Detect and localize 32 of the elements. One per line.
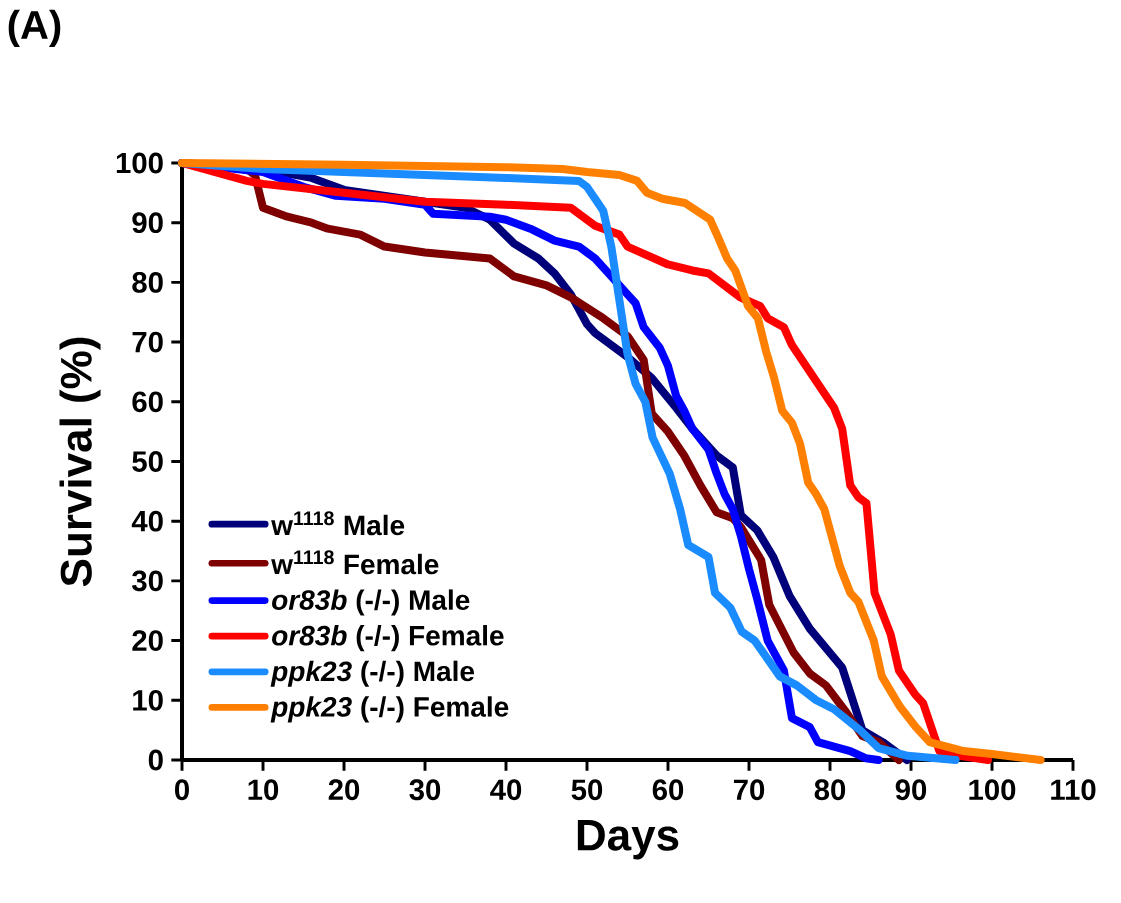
x-tick-label: 20 (328, 779, 360, 801)
y-tick-label: 80 (132, 271, 163, 293)
x-tick-label: 110 (1051, 779, 1096, 801)
y-tick-label: 50 (132, 451, 163, 472)
x-tick-label: 80 (814, 779, 846, 801)
legend-label: or83b (-/-) Female (272, 625, 504, 652)
legend-label: w$^{1118}$ Female (271, 550, 439, 575)
x-tick-label: 90 (895, 779, 927, 801)
x-tick-label: 50 (571, 779, 603, 801)
x-tick-label: 100 (969, 779, 1016, 801)
y-tick-label: 60 (132, 391, 163, 413)
y-tick-label: 0 (148, 749, 163, 771)
x-tick-label: 60 (652, 779, 684, 801)
y-tick-label: 20 (132, 630, 163, 651)
y-tick-label: 40 (131, 510, 163, 532)
legend-label: w$^{1118}$ Male (271, 511, 405, 536)
legend-label: ppk23 (-/-) Male (270, 660, 475, 687)
x-tick-label: 40 (490, 779, 522, 801)
y-axis-title: Survival (%) (59, 337, 101, 587)
x-tick-label: 10 (248, 779, 279, 801)
x-tick-label: 70 (733, 779, 765, 801)
y-tick-label: 100 (116, 152, 163, 174)
y-tick-label: 70 (132, 331, 163, 353)
text: (A) (8, 9, 61, 47)
x-tick-label: 0 (175, 779, 189, 801)
legend-label: or83b (-/-) Male (272, 589, 470, 616)
y-tick-label: 90 (132, 212, 163, 234)
y-tick-label: 10 (133, 689, 163, 711)
x-tick-label: 30 (409, 779, 441, 801)
legend-label: ppk23 (-/-) Female (270, 696, 509, 723)
y-tick-label: 30 (132, 570, 163, 592)
x-axis-title: Days (577, 819, 679, 860)
